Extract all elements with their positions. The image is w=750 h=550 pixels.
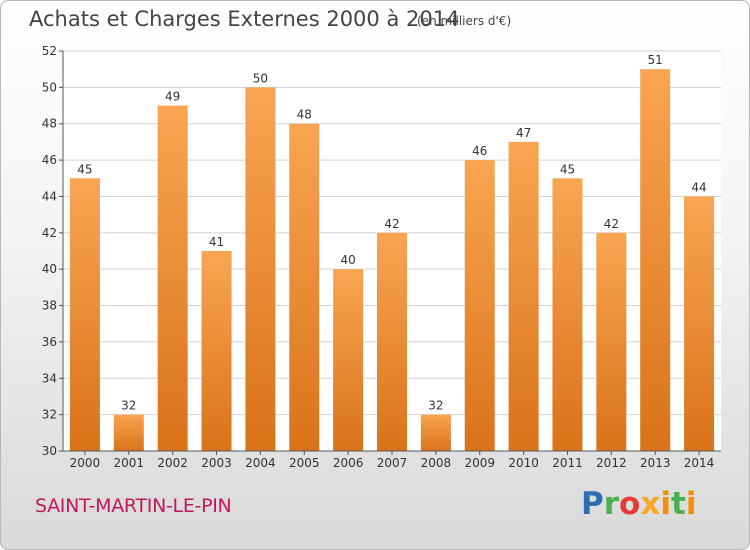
logo-letter: i <box>660 486 671 522</box>
y-tick-label: 32 <box>42 408 57 422</box>
x-tick-label: 2002 <box>157 456 188 470</box>
logo-letter: o <box>619 486 641 522</box>
y-tick-label: 40 <box>42 262 57 276</box>
y-tick-label: 46 <box>42 153 57 167</box>
bar-value-label: 42 <box>604 217 619 231</box>
bar <box>464 160 495 451</box>
x-tick-label: 2013 <box>640 456 671 470</box>
chart-title: Achats et Charges Externes 2000 à 2014 <box>29 7 460 31</box>
logo-letter: P <box>581 486 604 522</box>
y-tick-label: 44 <box>42 189 57 203</box>
bar <box>157 105 188 451</box>
x-tick-label: 2000 <box>70 456 101 470</box>
logo-letter: r <box>603 486 620 522</box>
y-tick-label: 50 <box>42 80 57 94</box>
x-tick-label: 2005 <box>289 456 320 470</box>
data-labels: 45 32 49 41 50 48 40 42 32 46 47 45 42 51 44 <box>77 53 706 412</box>
x-tick-label: 2011 <box>552 456 583 470</box>
x-tick-label: 2014 <box>684 456 715 470</box>
logo-letter: t <box>670 486 686 522</box>
city-name: SAINT-MARTIN-LE-PIN <box>35 495 232 517</box>
bar-value-label: 51 <box>648 53 663 67</box>
logo-letter: x <box>640 486 661 522</box>
y-tick-label: 34 <box>42 371 57 385</box>
bar <box>508 141 539 451</box>
bar <box>245 87 276 451</box>
logo-letter: i <box>685 486 697 522</box>
bar-value-label: 48 <box>297 108 312 122</box>
bar-value-label: 46 <box>472 144 487 158</box>
y-axis: 30 32 34 36 38 40 42 44 46 48 50 52 <box>42 44 64 458</box>
bar <box>596 232 627 451</box>
x-axis: 2000 2001 2002 2003 2004 2005 2006 2007 2008 2009… <box>63 450 721 470</box>
y-tick-label: 52 <box>42 44 57 58</box>
x-tick-label: 2010 <box>508 456 539 470</box>
bar-value-label: 41 <box>209 235 224 249</box>
bar-value-label: 42 <box>384 217 399 231</box>
proxiti-logo: Proxiti <box>581 486 696 522</box>
bar-value-label: 32 <box>121 399 136 413</box>
x-tick-label: 2007 <box>377 456 408 470</box>
bar <box>69 178 100 452</box>
unit-note: (en milliers d'€) <box>417 14 512 28</box>
bars <box>69 69 715 452</box>
x-tick-label: 2012 <box>596 456 627 470</box>
bar <box>552 178 583 452</box>
y-tick-label: 42 <box>42 226 57 240</box>
bar-value-label: 50 <box>253 71 268 85</box>
x-tick-label: 2008 <box>421 456 452 470</box>
y-tick-label: 36 <box>42 335 57 349</box>
bar-value-label: 49 <box>165 90 180 104</box>
bar-value-label: 44 <box>691 180 706 194</box>
bar <box>333 269 364 451</box>
y-tick-label: 48 <box>42 117 57 131</box>
bar-value-label: 40 <box>340 253 355 267</box>
bar <box>201 251 232 451</box>
bar <box>289 123 320 452</box>
bar <box>684 196 715 451</box>
x-tick-label: 2009 <box>464 456 495 470</box>
bar <box>640 69 671 451</box>
bar-value-label: 47 <box>516 126 531 140</box>
bar <box>113 414 144 451</box>
bar <box>420 414 451 451</box>
bar-value-label: 45 <box>77 162 92 176</box>
x-tick-label: 2004 <box>245 456 276 470</box>
bar-value-label: 32 <box>428 399 443 413</box>
y-tick-label: 30 <box>42 444 57 458</box>
x-tick-label: 2006 <box>333 456 364 470</box>
x-tick-label: 2001 <box>114 456 145 470</box>
bar-value-label: 45 <box>560 162 575 176</box>
x-tick-label: 2003 <box>201 456 232 470</box>
y-tick-label: 38 <box>42 299 57 313</box>
bar <box>377 232 407 451</box>
